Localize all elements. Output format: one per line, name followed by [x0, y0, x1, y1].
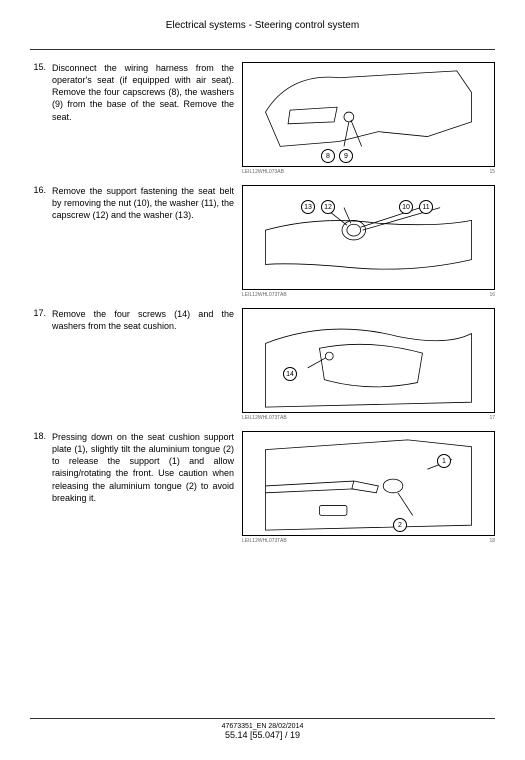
step-17: 17. Remove the four screws (14) and the …	[30, 308, 495, 421]
step-number: 16.	[30, 185, 52, 195]
figure-number: 15	[489, 169, 495, 175]
figure-17: 14 LEIL12WHL073TAB 17	[242, 308, 495, 421]
step-text: Remove the four screws (14) and the wash…	[52, 308, 242, 332]
page-number: 55.14 [55.047] / 19	[0, 730, 525, 740]
figure-number: 17	[489, 415, 495, 421]
callout-10: 10	[399, 200, 413, 214]
figure-15: 8 9 LEIL12WHL073AB 15	[242, 62, 495, 175]
step-text: Pressing down on the seat cushion suppor…	[52, 431, 242, 504]
figure-code: LEIL12WHL073TAB	[242, 292, 287, 298]
step-number: 15.	[30, 62, 52, 72]
callout-13: 13	[301, 200, 315, 214]
figure-16: 13 12 10 11 LEIL12WHL073TAB 16	[242, 185, 495, 298]
page-header: Electrical systems - Steering control sy…	[30, 20, 495, 31]
step-16: 16. Remove the support fastening the sea…	[30, 185, 495, 298]
step-15: 15. Disconnect the wiring harness from t…	[30, 62, 495, 175]
callout-11: 11	[419, 200, 433, 214]
header-divider	[30, 49, 495, 50]
doc-id: 47673351_EN 28/02/2014	[0, 723, 525, 730]
figure-number: 16	[489, 292, 495, 298]
callout-12: 12	[321, 200, 335, 214]
callout-9: 9	[339, 149, 353, 163]
figure-code: LEIL12WHL073TAB	[242, 538, 287, 544]
callout-2: 2	[393, 518, 407, 532]
figure-18: 1 2 LEIL12WHL073TAB 18	[242, 431, 495, 544]
step-text: Disconnect the wiring harness from the o…	[52, 62, 242, 123]
figure-code: LEIL12WHL073TAB	[242, 415, 287, 421]
callout-14: 14	[283, 367, 297, 381]
step-number: 18.	[30, 431, 52, 441]
callout-1: 1	[437, 454, 451, 468]
callout-8: 8	[321, 149, 335, 163]
step-18: 18. Pressing down on the seat cushion su…	[30, 431, 495, 544]
page-footer: 47673351_EN 28/02/2014 55.14 [55.047] / …	[0, 718, 525, 740]
step-number: 17.	[30, 308, 52, 318]
step-text: Remove the support fastening the seat be…	[52, 185, 242, 221]
figure-code: LEIL12WHL073AB	[242, 169, 284, 175]
figure-number: 18	[489, 538, 495, 544]
